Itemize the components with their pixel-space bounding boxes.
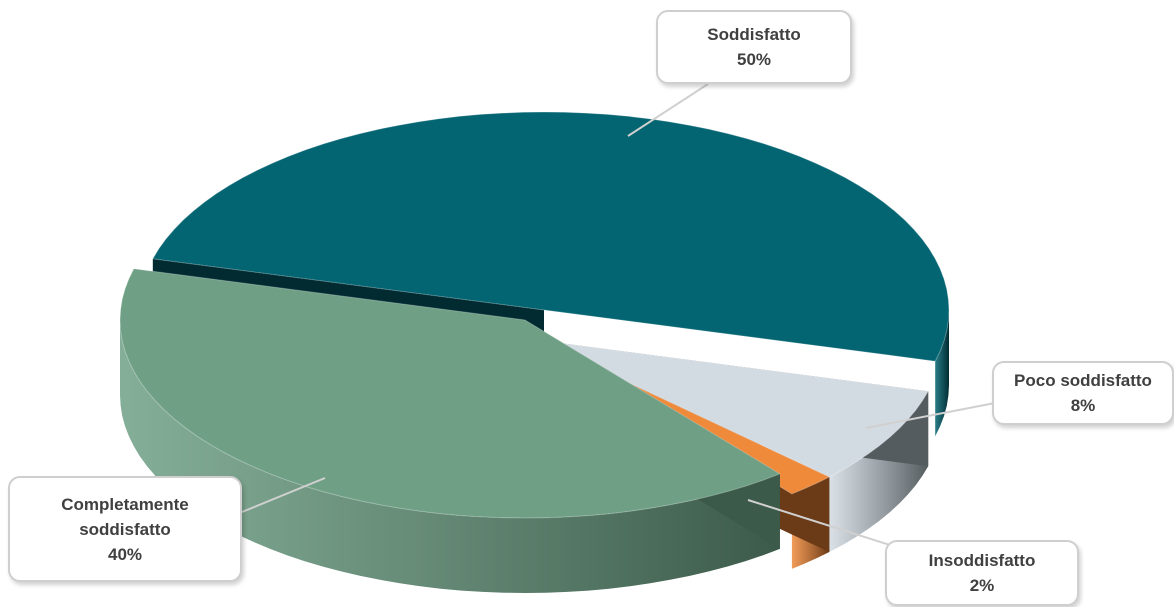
data-label-poco-soddisfatto: Poco soddisfatto 8%: [992, 361, 1174, 425]
data-label-percent: 2%: [969, 576, 995, 595]
pie-slice-poco-soddisfatto: [536, 339, 930, 552]
data-label-percent: 40%: [107, 544, 143, 564]
data-label-soddisfatto: Soddisfatto 50%: [656, 10, 852, 84]
data-label-name: Soddisfatto: [707, 25, 801, 44]
pie-slice-side-wall: [935, 310, 949, 437]
leader-line-poco-soddisfatto: [865, 402, 996, 429]
pie-slice-top: [151, 111, 950, 362]
data-label-insoddisfatto: Insoddisfatto 2%: [885, 540, 1079, 606]
data-label-name: Poco soddisfatto: [1014, 371, 1152, 390]
leader-line-soddisfatto: [627, 83, 709, 137]
leader-line-completamente-soddisfatto: [241, 477, 326, 513]
pie-slice-side-wall: [120, 320, 780, 593]
data-label-name: Insoddisfatto: [928, 551, 1036, 570]
data-label-percent: 50%: [736, 50, 772, 69]
pie-slice-completamente-soddisfatto: [119, 268, 782, 593]
data-label-name-line-2: soddisfatto: [79, 519, 171, 539]
data-label-completamente-soddisfatto: Completamente soddisfatto 40%: [8, 476, 242, 582]
data-label-percent: 8%: [1070, 396, 1096, 415]
leader-line-insoddisfatto: [747, 499, 891, 546]
pie-slice-top: [536, 339, 930, 478]
data-label-name-line-1: Completamente: [61, 494, 189, 514]
